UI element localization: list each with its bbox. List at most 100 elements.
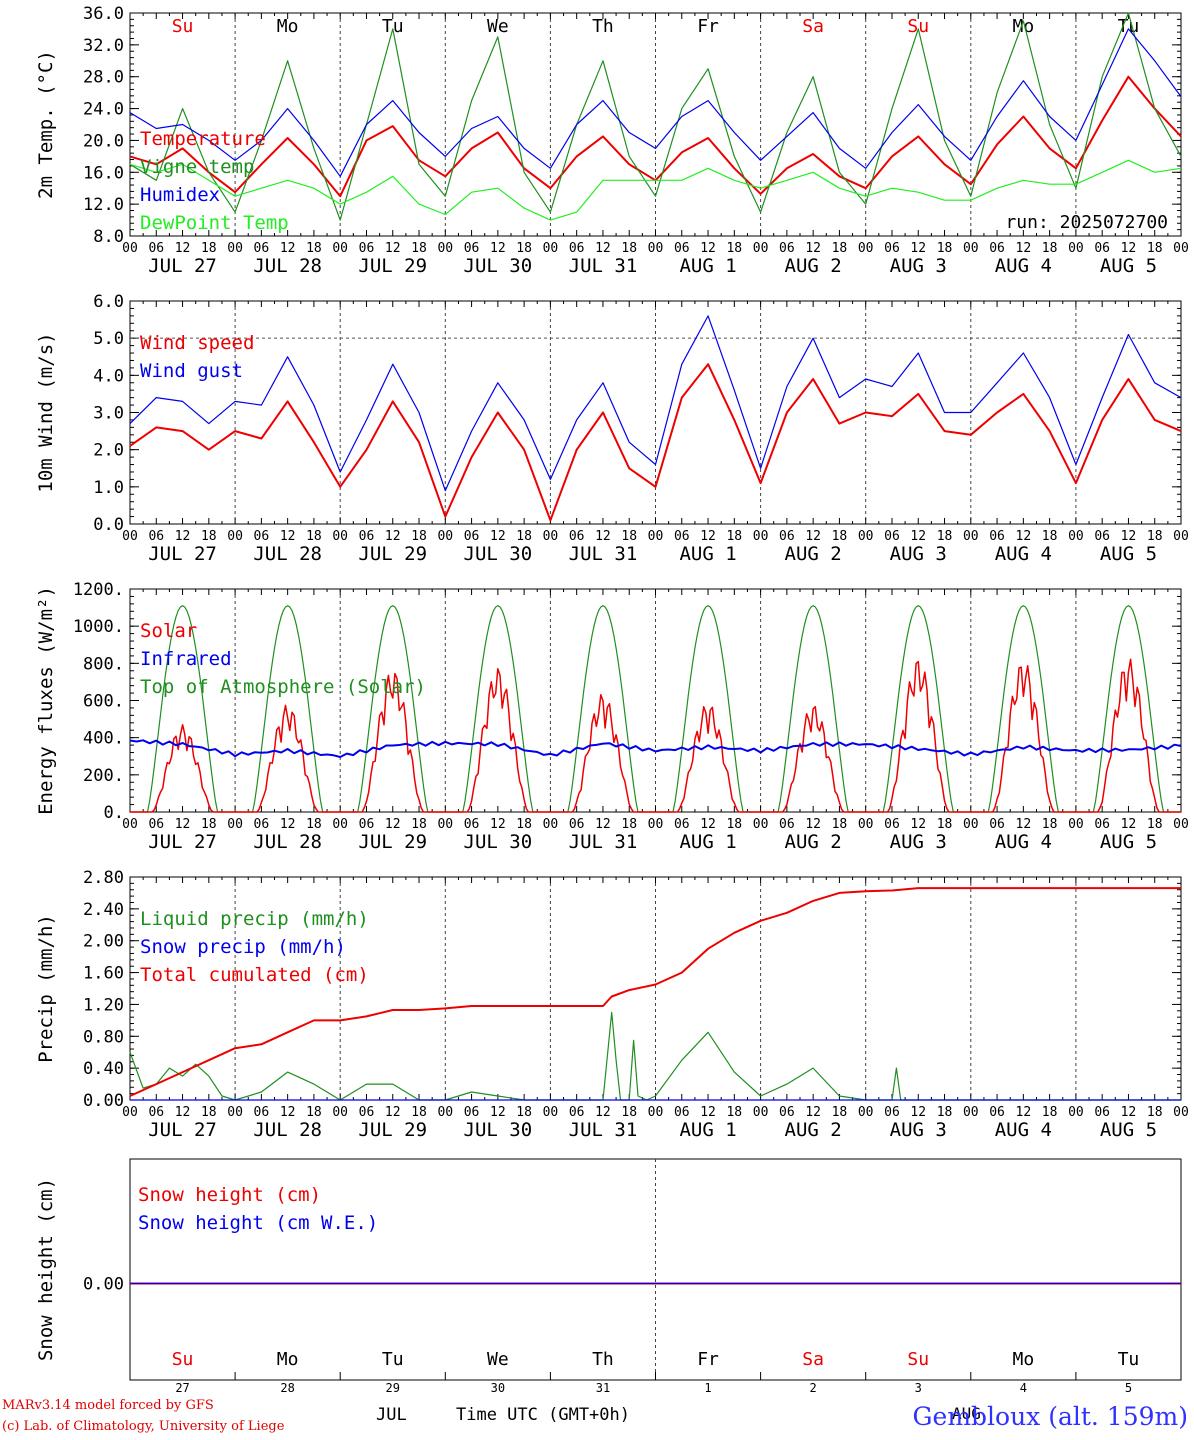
day-label: AUG 1	[679, 831, 736, 853]
weekday-label: Tu	[1118, 1349, 1140, 1370]
weekday-label: Sa	[802, 1349, 824, 1370]
y-tick-label: 800.	[83, 654, 124, 674]
infrared-line	[129, 739, 1182, 758]
weekday-label: Tu	[1118, 16, 1140, 37]
day-label: JUL 31	[569, 1119, 638, 1141]
hour-label: 00	[963, 241, 979, 256]
y-tick-label: 28.0	[83, 68, 124, 88]
panel-3: 00 06 12 18 00 06 12 18 00 06 12 18 00 06 12 18 00 06 12 18…	[35, 580, 1189, 853]
day-label: JUL 31	[569, 255, 638, 277]
day-label: JUL 28	[253, 255, 322, 277]
hour-label: 12	[280, 817, 296, 832]
hour-label: 00	[753, 529, 769, 544]
hour-label: 12	[805, 241, 821, 256]
hour-label: 00	[648, 1105, 664, 1120]
day-number: 30	[491, 1381, 505, 1395]
y-axis-label: 10m Wind (m/s)	[35, 332, 57, 492]
hour-label: 00	[648, 241, 664, 256]
hour-label: 00	[1173, 817, 1189, 832]
panel-4: 00 06 12 18 00 06 12 18 00 06 12 18 00 06 12 18 00 06 12 18…	[35, 868, 1189, 1141]
hour-label: 18	[201, 1105, 217, 1120]
hour-label: 00	[332, 241, 348, 256]
vigne-temp-line	[129, 12, 1182, 221]
hour-label: 00	[227, 241, 243, 256]
day-label: AUG 3	[890, 543, 947, 565]
hour-label: 12	[1121, 241, 1137, 256]
hour-label: 12	[280, 1105, 296, 1120]
hour-label: 12	[175, 241, 191, 256]
hour-label: 00	[437, 1105, 453, 1120]
legend-entry: Humidex	[140, 184, 220, 206]
y-tick-label: 2.00	[83, 932, 124, 952]
day-label: AUG 5	[1100, 543, 1157, 565]
hour-label: 12	[1016, 1105, 1032, 1120]
y-tick-label: 36.0	[83, 4, 124, 24]
hour-label: 00	[332, 1105, 348, 1120]
hour-label: 12	[595, 241, 611, 256]
hour-label: 12	[595, 817, 611, 832]
hour-label: 06	[254, 529, 270, 544]
hour-label: 18	[621, 1105, 637, 1120]
hour-label: 18	[832, 1105, 848, 1120]
weekday-label: Su	[907, 1349, 929, 1370]
day-label: AUG 5	[1100, 255, 1157, 277]
hour-label: 18	[201, 817, 217, 832]
hour-label: 18	[1147, 529, 1163, 544]
hour-label: 06	[989, 529, 1005, 544]
hour-label: 18	[832, 817, 848, 832]
hour-label: 00	[1068, 529, 1084, 544]
y-tick-label: 24.0	[83, 100, 124, 120]
weekday-label: Tu	[382, 1349, 404, 1370]
hour-label: 00	[437, 529, 453, 544]
humidex-line	[129, 28, 1182, 177]
hour-label: 00	[122, 241, 138, 256]
day-label: AUG 2	[785, 255, 842, 277]
hour-label: 00	[1173, 529, 1189, 544]
day-label: AUG 5	[1100, 1119, 1157, 1141]
liquid-precip-mm-h-line	[129, 1011, 1181, 1101]
hour-label: 18	[1042, 529, 1058, 544]
hour-label: 12	[805, 817, 821, 832]
day-label: AUG 1	[679, 1119, 736, 1141]
hour-label: 12	[1016, 817, 1032, 832]
hour-label: 00	[1173, 1105, 1189, 1120]
hour-label: 00	[332, 817, 348, 832]
hour-label: 18	[621, 817, 637, 832]
legend-entry: Snow height (cm W.E.)	[138, 1212, 378, 1234]
legend-entry: Liquid precip (mm/h)	[140, 908, 369, 930]
dewpoint-temp-line	[129, 159, 1182, 221]
hour-label: 06	[1094, 529, 1110, 544]
day-label: JUL 29	[358, 831, 427, 853]
hour-label: 12	[595, 1105, 611, 1120]
hour-label: 06	[779, 241, 795, 256]
y-tick-label: 6.0	[93, 292, 124, 312]
hour-label: 00	[858, 529, 874, 544]
hour-label: 12	[1121, 529, 1137, 544]
hour-label: 00	[437, 241, 453, 256]
hour-label: 18	[516, 241, 532, 256]
day-number: 5	[1125, 1381, 1132, 1395]
hour-label: 06	[569, 1105, 585, 1120]
legend-entry: Top of Atmosphere (Solar)	[140, 676, 426, 698]
hour-label: 06	[1094, 817, 1110, 832]
legend-entry: Total cumulated (cm)	[140, 964, 369, 986]
hour-label: 06	[674, 817, 690, 832]
hour-label: 06	[254, 817, 270, 832]
temperature-line	[129, 75, 1182, 198]
hour-label: 00	[437, 817, 453, 832]
y-tick-label: 16.0	[83, 163, 124, 183]
y-tick-label: 200.	[83, 766, 124, 786]
y-tick-label: 12.0	[83, 195, 124, 215]
panel-frame	[129, 12, 1182, 237]
day-number: 1	[704, 1381, 711, 1395]
hour-label: 12	[700, 241, 716, 256]
hour-label: 12	[910, 817, 926, 832]
y-tick-label: 8.0	[93, 227, 124, 247]
y-tick-label: 0.	[104, 803, 124, 823]
wind-speed-line	[129, 363, 1182, 522]
hour-label: 00	[543, 817, 559, 832]
hour-label: 18	[1147, 241, 1163, 256]
weekday-label: Su	[172, 1349, 194, 1370]
hour-label: 06	[359, 817, 375, 832]
hour-label: 12	[280, 529, 296, 544]
